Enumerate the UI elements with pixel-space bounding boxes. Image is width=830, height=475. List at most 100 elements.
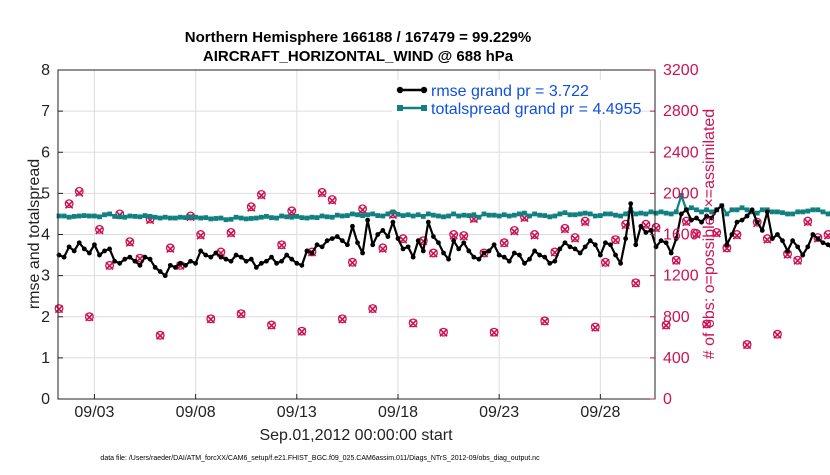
rmse-point (380, 227, 386, 233)
legend-spread-marker (397, 105, 403, 111)
spread-point (744, 207, 750, 213)
obs-possible-point (479, 248, 489, 258)
rmse-point (167, 262, 173, 268)
rmse-point (522, 260, 527, 266)
obs-possible-point (287, 206, 297, 216)
spread-point (203, 215, 209, 221)
rmse-point (102, 248, 107, 254)
obs-possible-point (793, 255, 803, 265)
obs-possible-point (671, 255, 681, 265)
spread-point (289, 214, 295, 220)
obs-assimilated-point (591, 323, 600, 332)
obs-possible-point (590, 322, 600, 332)
y-right-tick-label: 1600 (663, 227, 699, 244)
rmse-point (294, 260, 300, 266)
legend: rmse grand pr = 3.722 totalspread grand … (392, 80, 641, 120)
spread-point (517, 211, 522, 217)
obs-possible-point (742, 340, 752, 349)
obs-possible-point (489, 327, 499, 337)
spread-point (694, 207, 699, 213)
spread-point (56, 213, 62, 219)
obs-assimilated-point (611, 235, 620, 245)
rmse-point (658, 238, 664, 244)
y-axis-ticks-right: 0 400 800 1200 1600 2000 2400 2800 3200 (650, 62, 699, 408)
spread-point (269, 215, 274, 221)
rmse-point (815, 236, 821, 242)
spread-point (395, 211, 401, 217)
obs-assimilated-point (510, 227, 519, 236)
obs-possible-point (358, 204, 368, 214)
obs-assimilated-point (823, 231, 830, 240)
rmse-point (436, 240, 441, 246)
spread-point (678, 193, 684, 198)
spread-point (188, 214, 193, 220)
spread-point (223, 217, 229, 223)
spread-point (759, 207, 765, 213)
obs-assimilated-point (257, 191, 266, 200)
obs-possible-point (560, 223, 570, 233)
spread-point (663, 210, 669, 216)
spread-point (344, 213, 350, 218)
rmse-point (587, 238, 593, 244)
spread-point (76, 213, 82, 219)
obs-possible-point (459, 231, 469, 240)
x-axis-ticks: 09/03 09/08 09/13 09/18 09/23 09/28 (74, 394, 620, 421)
spread-point (334, 212, 340, 218)
rmse-point (633, 242, 639, 248)
spread-point (142, 213, 148, 218)
spread-point (800, 209, 806, 215)
spread-point (592, 213, 598, 219)
spread-point (689, 205, 694, 211)
rmse-point (734, 219, 740, 225)
obs-assimilated-point (793, 256, 802, 265)
legend-rmse-label: rmse grand pr = 3.722 (431, 83, 589, 100)
rmse-point (213, 250, 219, 256)
rmse-point (506, 258, 512, 264)
legend-rmse-marker (420, 86, 428, 94)
spread-point (486, 212, 492, 218)
spread-point (405, 212, 411, 218)
obs-possible-point (155, 330, 165, 340)
spread-point (415, 212, 421, 218)
rmse-point (719, 203, 725, 209)
obs-assimilated-point (95, 226, 104, 235)
rmse-point (603, 240, 608, 246)
spread-point (527, 213, 532, 219)
spread-point (385, 211, 391, 217)
spread-point (704, 207, 710, 213)
obs-assimilated-point (702, 320, 711, 329)
y-tick-label: 6 (41, 144, 50, 161)
obs-possible-point (196, 230, 206, 239)
rmse-point (638, 223, 644, 229)
spread-point (562, 210, 568, 216)
rmse-point (162, 273, 168, 279)
spread-point (132, 214, 138, 219)
legend-rmse-marker (396, 86, 404, 94)
obs-possible-point (509, 225, 519, 235)
rmse-point (810, 232, 816, 237)
obs-possible-point (348, 257, 357, 267)
rmse-point (334, 234, 340, 239)
spread-point (582, 210, 588, 216)
rmse-point (243, 258, 249, 264)
y-axis-label-right: # of obs: o=possible; ×=assimilated (701, 109, 718, 359)
obs-possible-point (580, 216, 590, 226)
spread-point (724, 211, 730, 217)
obs-assimilated-point (317, 189, 327, 198)
rmse-point (643, 230, 649, 235)
spread-point (790, 211, 796, 217)
spread-point (805, 208, 811, 214)
spread-point (461, 212, 467, 218)
rmse-point (147, 256, 153, 262)
rmse-point (178, 260, 183, 266)
spread-point (233, 214, 239, 220)
spread-point (81, 213, 87, 218)
rmse-point (592, 242, 598, 248)
rmse-point (785, 248, 790, 254)
rmse-point (193, 260, 199, 266)
obs-possible-point (368, 304, 378, 313)
obs-assimilated-point (631, 279, 640, 288)
obs-assimilated-point (661, 321, 671, 330)
rmse-point (375, 232, 381, 237)
y-right-tick-label: 400 (663, 350, 690, 367)
